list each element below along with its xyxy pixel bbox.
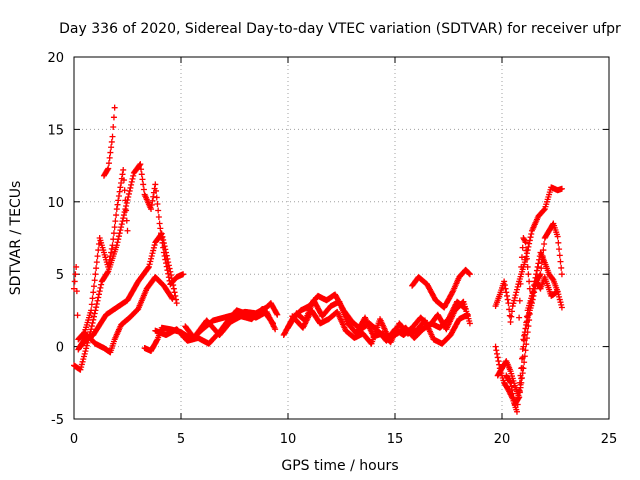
x-tick-label: 10 xyxy=(280,432,297,447)
series-sat-12 xyxy=(409,266,473,311)
series-marks xyxy=(492,184,565,325)
series-marks xyxy=(503,274,561,408)
series-sat-16 xyxy=(503,274,561,408)
series-marks xyxy=(71,161,187,373)
series-marks xyxy=(516,235,533,321)
y-tick-label: 10 xyxy=(47,196,64,211)
x-tick-label: 15 xyxy=(387,432,404,447)
series-marks xyxy=(182,305,277,341)
series-sat-1 xyxy=(71,166,131,343)
y-tick-label: 5 xyxy=(56,268,64,283)
series-marks xyxy=(71,166,131,343)
data-marks xyxy=(71,104,565,415)
y-tick-label: 20 xyxy=(47,51,64,66)
x-tick-label: 0 xyxy=(70,432,78,447)
series-marks xyxy=(289,298,469,347)
series-sat-8 xyxy=(182,305,277,341)
series-sat-17 xyxy=(516,235,533,321)
y-tick-label: -5 xyxy=(51,413,64,428)
chart-title: Day 336 of 2020, Sidereal Day-to-day VTE… xyxy=(59,21,621,37)
plot-frame xyxy=(73,56,610,420)
y-axis-label: SDTVAR / TECUs xyxy=(8,181,24,296)
axis-ticks: 0 5 10 15 20 25 -5 0 5 10 15 20 xyxy=(47,51,617,447)
series-sat-3 xyxy=(71,161,187,373)
x-tick-label: 20 xyxy=(494,432,511,447)
y-tick-label: 0 xyxy=(56,341,64,356)
y-tick-label: 15 xyxy=(47,123,64,138)
x-tick-label: 25 xyxy=(601,432,618,447)
x-tick-label: 5 xyxy=(177,432,185,447)
series-sat-5 xyxy=(75,274,176,356)
grid xyxy=(74,57,609,419)
series-sat-11 xyxy=(289,298,469,347)
series-sat-13 xyxy=(492,184,565,325)
x-axis-label: GPS time / hours xyxy=(281,458,398,474)
series-marks xyxy=(409,266,473,311)
series-marks xyxy=(75,274,176,356)
series-marks xyxy=(100,104,118,179)
series-sat-2 xyxy=(100,104,118,179)
